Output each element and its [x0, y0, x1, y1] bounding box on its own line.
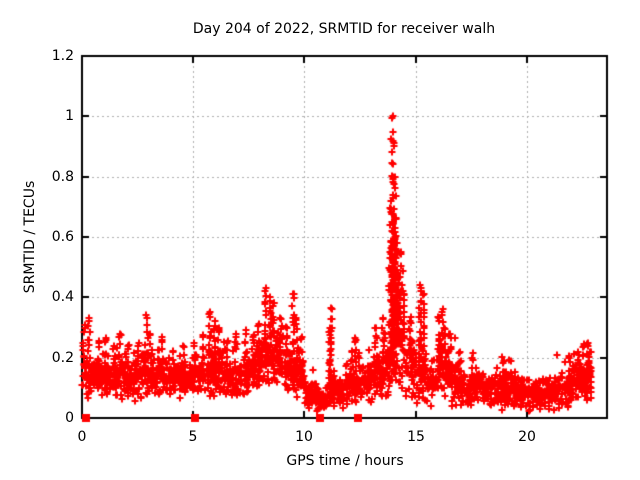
- y-tick-label: 0: [65, 410, 74, 426]
- y-tick-label: 0.2: [51, 350, 74, 366]
- x-axis-label: GPS time / hours: [286, 453, 404, 469]
- y-tick-label: 1: [65, 108, 74, 124]
- y-tick-label: 0.6: [51, 229, 74, 245]
- y-tick-label: 0.8: [51, 169, 74, 185]
- y-tick-label: 1.2: [51, 48, 74, 64]
- x-tick-label: 0: [77, 429, 87, 445]
- x-tick-label: 20: [518, 429, 536, 445]
- chart-title: Day 204 of 2022, SRMTID for receiver wal…: [192, 21, 496, 37]
- x-tick-label: 5: [188, 429, 198, 445]
- y-tick-label: 0.4: [51, 289, 74, 305]
- x-tick-label: 15: [407, 429, 425, 445]
- x-tick-label: 10: [295, 429, 313, 445]
